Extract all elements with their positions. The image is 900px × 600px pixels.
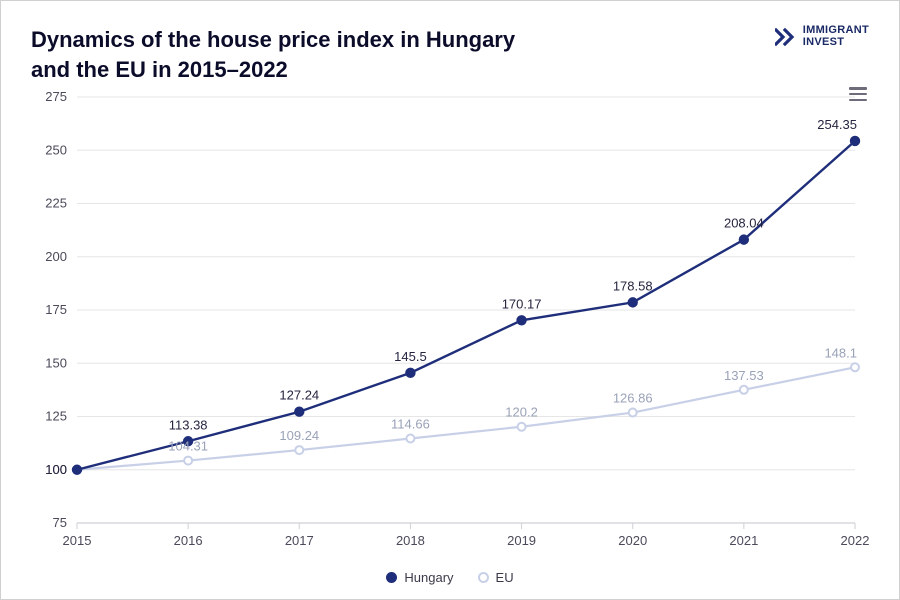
logo-text: IMMIGRANT INVEST [803,25,869,48]
line-chart: 75 100 125 150 175 200 225 250 275 2015 2016 2017 20… [31,91,869,551]
data-label-hungary: 113.38 [169,417,208,432]
brand-logo: IMMIGRANT INVEST [775,25,869,48]
data-label-hungary: 145.5 [394,349,427,364]
data-label-eu: 126.86 [613,391,653,406]
x-tick-label: 2016 [174,533,203,548]
data-label-hungary: 208.04 [724,216,764,231]
data-label-eu: 148.1 [824,345,857,360]
title-line-1: Dynamics of the house price index in Hun… [31,27,515,52]
logo-line-1: IMMIGRANT [803,24,869,36]
legend-label-eu: EU [496,570,514,585]
x-tick-label: 2017 [285,533,314,548]
x-tick-label: 2020 [618,533,647,548]
chart-title: Dynamics of the house price index in Hun… [31,25,515,84]
logo-chevrons-icon [775,27,797,47]
y-tick-label: 150 [45,355,67,370]
y-tick-label: 200 [45,249,67,264]
chart-card: Dynamics of the house price index in Hun… [0,0,900,600]
series-marker-eu [295,446,303,454]
legend-swatch-hungary [386,572,397,583]
data-label-hungary: 100 [45,462,67,477]
data-label-hungary: 254.35 [817,117,857,132]
y-tick-label: 75 [53,515,67,530]
data-label-eu: 114.66 [391,417,430,432]
series-marker-eu [518,423,526,431]
y-tick-label: 250 [45,142,67,157]
y-tick-label: 125 [45,409,67,424]
series-marker-eu [406,435,414,443]
header: Dynamics of the house price index in Hun… [31,25,869,84]
y-tick-label: 275 [45,91,67,104]
series-marker-hungary [73,466,81,474]
data-label-hungary: 170.17 [502,296,542,311]
series-marker-eu [629,409,637,417]
series-marker-hungary [629,298,637,306]
data-label-hungary: 178.58 [613,278,653,293]
data-label-eu: 104.31 [168,439,208,454]
x-tick-label: 2021 [729,533,758,548]
y-tick-label: 225 [45,196,67,211]
chart-area: 75 100 125 150 175 200 225 250 275 2015 2016 2017 20… [31,91,869,551]
legend-swatch-eu [478,572,489,583]
legend-label-hungary: Hungary [404,570,453,585]
legend-item-eu[interactable]: EU [478,570,514,585]
series-marker-eu [740,386,748,394]
y-tick-label: 175 [45,302,67,317]
series-marker-hungary [517,316,525,324]
x-tick-label: 2019 [507,533,536,548]
series-marker-hungary [851,137,859,145]
data-label-eu: 109.24 [279,428,319,443]
series-marker-hungary [406,369,414,377]
data-label-eu: 137.53 [724,368,764,383]
x-tick-label: 2015 [63,533,92,548]
series-marker-eu [184,457,192,465]
x-tick-label: 2018 [396,533,425,548]
logo-line-2: INVEST [803,36,845,48]
x-tick-label: 2022 [841,533,869,548]
legend-item-hungary[interactable]: Hungary [386,570,453,585]
legend: Hungary EU [1,570,899,585]
series-marker-eu [851,363,859,371]
data-label-hungary: 127.24 [279,388,319,403]
data-label-eu: 120.2 [505,405,538,420]
title-line-2: and the EU in 2015–2022 [31,57,288,82]
series-marker-hungary [740,235,748,243]
series-marker-hungary [295,408,303,416]
